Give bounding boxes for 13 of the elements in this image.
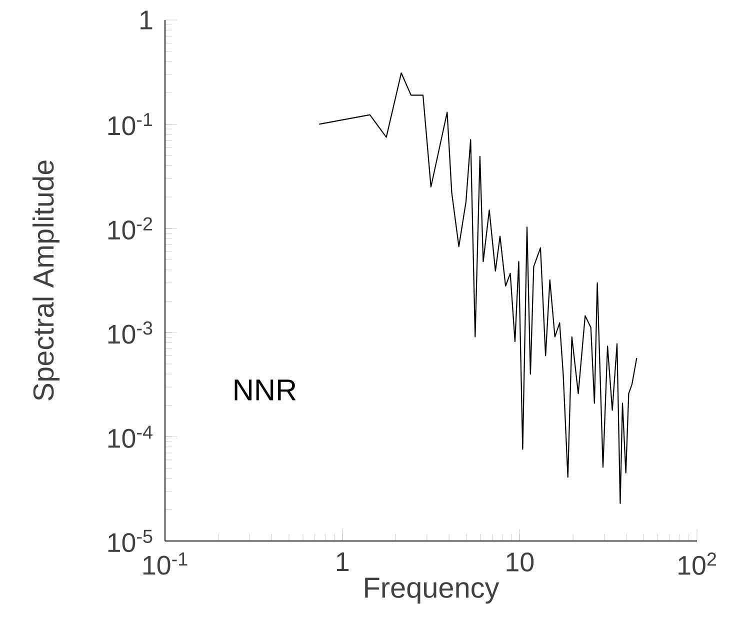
x-tick-label: 10 — [506, 552, 534, 572]
x-tick-label: 10$^{-1}$ — [143, 552, 188, 575]
x-tick-label: 1 — [336, 552, 349, 572]
y-tick-label: 10$^{-4}$ — [108, 426, 152, 448]
x-axis-title: Frequency — [365, 578, 500, 604]
y-axis-title: Spectral Amplitude — [32, 160, 60, 400]
y-tick-label: 1 — [140, 10, 152, 30]
y-tick-label: 10$^{-2}$ — [108, 217, 152, 240]
y-tick-label: 10$^{-5}$ — [108, 530, 152, 552]
annotation: NNR — [234, 380, 296, 400]
x-tick-label: 10$^{2}$ — [678, 552, 716, 575]
y-tick-label: 10$^{-3}$ — [108, 321, 152, 344]
y-tick-label: 10$^{-1}$ — [108, 113, 152, 136]
